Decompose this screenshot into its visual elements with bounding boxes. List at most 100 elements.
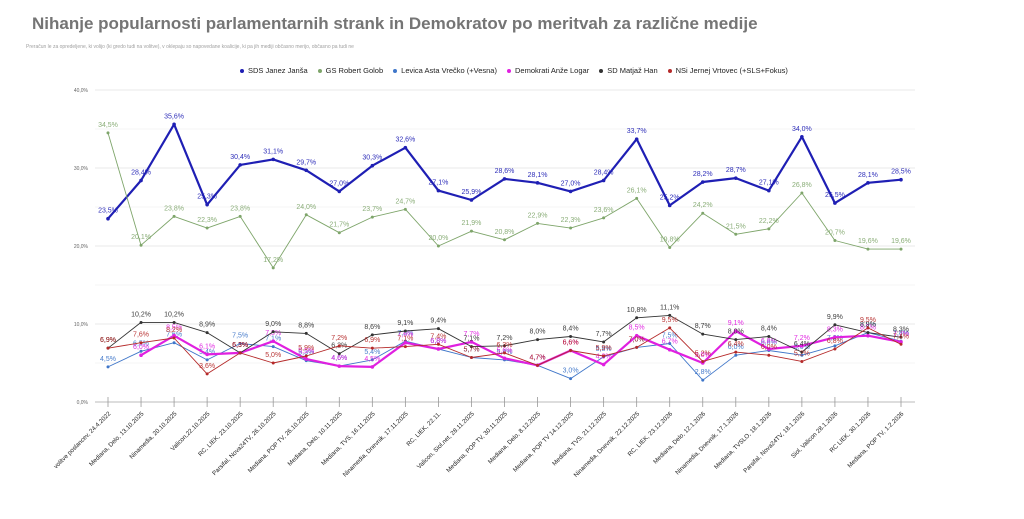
data-label: 7,2% <box>331 335 347 342</box>
data-point <box>635 345 639 349</box>
legend-marker-icon <box>240 68 244 73</box>
legend-marker-icon <box>317 68 322 73</box>
data-point <box>800 135 804 139</box>
data-point <box>569 334 573 338</box>
data-label: 7,2% <box>794 335 810 342</box>
data-point <box>106 216 110 221</box>
data-point <box>370 365 375 369</box>
data-label: 9,5% <box>662 317 678 324</box>
data-label: 35,6% <box>164 113 184 120</box>
data-label: 6,8% <box>761 338 777 345</box>
data-point <box>734 338 738 342</box>
data-point <box>271 157 276 162</box>
data-point <box>205 352 209 357</box>
data-point <box>469 345 473 349</box>
data-label: 22,9% <box>528 212 548 219</box>
data-point <box>271 339 276 343</box>
data-point <box>767 227 771 231</box>
legend-label: SD Matjaž Han <box>607 66 658 75</box>
data-point <box>833 344 837 348</box>
data-point <box>899 177 903 182</box>
data-point <box>238 342 242 345</box>
data-label: 20,8% <box>495 229 515 236</box>
data-point <box>337 352 341 356</box>
data-label: 24,0% <box>296 204 316 211</box>
data-point <box>899 247 903 251</box>
data-point <box>172 320 176 324</box>
data-label: 23,7% <box>362 206 382 213</box>
data-label: 6,9% <box>364 337 380 344</box>
data-label: 5,4% <box>199 349 215 356</box>
data-point <box>172 341 176 345</box>
data-label: 8,4% <box>563 325 579 332</box>
legend-label: NSi Jernej Vrtovec (+SLS+Fokus) <box>675 66 788 75</box>
data-point <box>139 349 143 353</box>
data-label: 10,2% <box>131 311 151 318</box>
x-tick-label: Parsifal, Nova24TV, 18.1.2026 <box>742 410 807 475</box>
data-label: 7,6% <box>133 332 149 339</box>
data-label: 6,8% <box>827 338 843 345</box>
data-label: 26,1% <box>627 187 647 194</box>
legend-item[interactable]: Levica Asta Vrečko (+Vesna) <box>393 66 497 75</box>
data-point <box>800 344 804 348</box>
data-point <box>767 353 771 357</box>
data-label: 3,0% <box>563 368 579 375</box>
data-label: 6,0% <box>794 344 810 351</box>
x-tick-label: Ninamedia, Dnevnik, 17.1.2026 <box>674 410 740 476</box>
data-point <box>370 358 374 362</box>
legend-item[interactable]: NSi Jernej Vrtovec (+SLS+Fokus) <box>667 66 788 75</box>
x-tick-label: Mediana, TVS, 16.11.2025 <box>320 410 377 467</box>
data-label: 4,5% <box>364 356 380 363</box>
data-point <box>436 347 441 351</box>
data-label: 7,4% <box>430 333 446 340</box>
data-label: 28,1% <box>528 172 548 179</box>
data-label: 33,7% <box>627 128 647 135</box>
data-label: 6,8% <box>430 338 446 345</box>
legend-item[interactable]: GS Robert Golob <box>317 66 383 75</box>
data-point <box>667 347 672 352</box>
data-point <box>271 361 275 365</box>
data-point <box>139 243 143 247</box>
data-label: 20,1% <box>131 234 151 241</box>
data-label: 8,6% <box>364 324 380 331</box>
data-label: 5,0% <box>265 352 281 359</box>
data-label: 7,0% <box>629 336 645 343</box>
y-tick-label: 0,0% <box>77 400 89 406</box>
data-label: 7,7% <box>596 331 612 338</box>
data-point <box>899 340 903 344</box>
data-label: 7,1% <box>463 336 479 343</box>
data-label: 31,1% <box>263 148 283 155</box>
data-label: 29,7% <box>296 159 316 166</box>
data-label: 4,5% <box>100 356 116 363</box>
legend-item[interactable]: Demokrati Anže Logar <box>506 66 590 75</box>
data-label: 25,3% <box>197 194 217 201</box>
data-label: 5,9% <box>596 345 612 352</box>
data-point <box>601 362 606 367</box>
data-point <box>172 214 176 218</box>
legend-item[interactable]: SD Matjaž Han <box>599 66 658 75</box>
data-point <box>866 181 870 185</box>
data-point <box>833 239 837 243</box>
data-label: 5,2% <box>794 350 810 357</box>
data-label: 7,2% <box>497 335 513 342</box>
data-label: 8,0% <box>728 329 744 336</box>
x-tick-label: Mediana, POP TV, 30.11.2025 <box>445 410 509 474</box>
data-label: 27,1% <box>759 180 779 187</box>
x-tick-label: Mediana, POP TV, 26.10.2025 <box>247 410 311 474</box>
legend-label: Demokrati Anže Logar <box>514 66 590 75</box>
data-point <box>436 342 440 346</box>
legend-item[interactable]: SDS Janez Janša <box>240 66 308 75</box>
data-label: 34,5% <box>98 122 118 129</box>
y-tick-label: 10,0% <box>74 322 89 328</box>
data-point <box>304 354 308 358</box>
data-label: 2,8% <box>695 369 711 376</box>
data-point <box>304 331 308 335</box>
data-point <box>569 226 573 230</box>
data-point <box>733 329 738 333</box>
data-point <box>569 349 573 353</box>
data-label: 28,4% <box>131 169 151 176</box>
data-label: 7,5% <box>232 333 248 340</box>
chart-title: Nihanje popularnosti parlamentarnih stra… <box>32 14 758 33</box>
data-point <box>602 216 606 220</box>
data-point <box>800 353 804 357</box>
